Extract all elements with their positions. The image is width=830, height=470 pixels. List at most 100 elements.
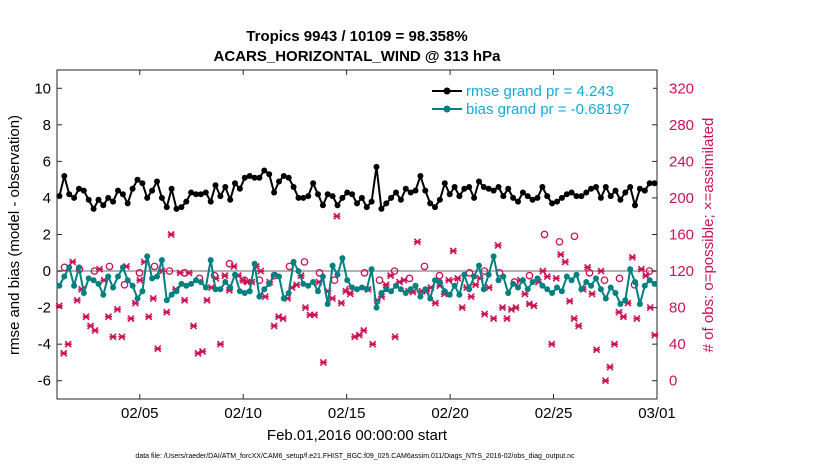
left-axis: 10 8 6 4 2 0 -2 -4 -6 (34, 80, 62, 390)
bias-point (207, 257, 214, 264)
rmse-point (554, 198, 560, 205)
rmse-point (173, 205, 180, 212)
rmse-point (329, 193, 336, 200)
left-tick-label: 8 (43, 117, 51, 134)
obs-assimilated-marker (310, 311, 319, 319)
bias-point (368, 266, 375, 273)
obs-possible-marker (315, 269, 324, 277)
rmse-point (456, 193, 463, 200)
x-tick-label: 02/05 (121, 405, 159, 422)
bias-point (85, 275, 92, 282)
bias-point (154, 273, 160, 280)
bias-point (436, 279, 443, 285)
rmse-point (476, 178, 482, 185)
obs-possible-marker (390, 267, 399, 275)
obs-possible-marker (555, 237, 564, 246)
rmse-point (612, 187, 619, 194)
bias-point (480, 286, 487, 293)
rmse-point (271, 189, 278, 196)
obs-possible-marker (480, 267, 489, 275)
bias-point (554, 284, 560, 291)
obs-assimilated-marker (601, 377, 610, 385)
plot-area (56, 69, 658, 400)
obs-assimilated-marker (203, 296, 211, 304)
rmse-point (441, 180, 448, 187)
obs-assimilated-marker (570, 315, 578, 323)
rmse-point (485, 185, 492, 192)
obs-assimilated-marker (597, 267, 605, 275)
obs-assimilated-marker (127, 315, 135, 323)
rmse-point (354, 200, 360, 207)
legend-box (430, 80, 653, 122)
rmse-point (519, 189, 526, 196)
obs-possible-marker (105, 262, 114, 271)
obs-assimilated-marker (270, 322, 278, 330)
bias-point (432, 277, 438, 284)
rmse-point (632, 202, 638, 209)
bias-point (617, 301, 624, 307)
obs-assimilated-marker (498, 304, 507, 312)
bias-point (105, 273, 112, 280)
bias-point (266, 280, 273, 287)
rmse-point (510, 194, 517, 201)
obs-possible-marker (165, 267, 174, 275)
bias-point (271, 271, 278, 278)
obs-possible-marker (570, 232, 579, 241)
rmse-point (119, 191, 126, 198)
bias-point (622, 297, 629, 304)
obs-assimilated-marker (503, 315, 511, 323)
bias-point (232, 271, 238, 278)
left-tick-label: 4 (43, 190, 51, 207)
bias-point (573, 271, 580, 278)
obs-assimilated-marker (548, 340, 556, 348)
bias-point (597, 286, 604, 293)
rmse-point (349, 191, 356, 198)
data-file-footer: data file: /Users/raeder/DAI/ATM_forcXX/… (135, 453, 575, 460)
bias-point (441, 288, 448, 295)
obs-assimilated-marker (136, 276, 144, 284)
bias-point (197, 279, 204, 285)
bias-point (636, 301, 643, 307)
rmse-point (622, 189, 629, 196)
bias-point (412, 282, 419, 289)
rmse-point (217, 193, 224, 200)
obs-possible-marker (525, 271, 534, 280)
bias-point (217, 286, 224, 293)
bias-point (290, 258, 297, 265)
chart-title-line2: ACARS_HORIZONTAL_WIND @ 313 hPa (214, 48, 502, 65)
obs-assimilated-marker (610, 340, 619, 348)
obs-assimilated-marker (552, 274, 560, 282)
bias-point (202, 284, 209, 291)
bias-point (583, 279, 590, 285)
obs-assimilated-marker (279, 315, 287, 323)
bias-point (646, 277, 653, 284)
obs-assimilated-marker (628, 253, 636, 261)
rmse-point (310, 180, 317, 187)
obs-assimilated-marker (606, 363, 614, 371)
rmse-point (422, 187, 429, 194)
rmse-point (319, 202, 326, 209)
obs-assimilated-marker (566, 297, 574, 305)
obs-assimilated-marker (221, 272, 229, 280)
bias-point (373, 304, 380, 311)
bias-point (544, 286, 551, 293)
rmse-point (490, 187, 497, 194)
left-tick-label: 10 (34, 80, 51, 97)
bias-point (80, 290, 87, 296)
rmse-point (85, 196, 92, 203)
bias-point (363, 286, 370, 293)
bias-point (66, 264, 73, 271)
x-tick-label: 02/10 (224, 405, 262, 422)
rmse-point (417, 173, 424, 179)
rmse-point (236, 185, 243, 192)
obs-assimilated-marker (619, 313, 627, 321)
bias-point (495, 277, 502, 284)
bias-point (56, 282, 63, 289)
rmse-point (412, 187, 419, 194)
right-tick-label: 120 (669, 263, 694, 280)
bias-point (276, 273, 282, 280)
obs-assimilated-marker (543, 272, 551, 281)
bias-point (251, 260, 258, 267)
right-axis: 320 280 240 200 160 120 80 40 0 (652, 80, 694, 390)
rmse-point (183, 198, 190, 205)
